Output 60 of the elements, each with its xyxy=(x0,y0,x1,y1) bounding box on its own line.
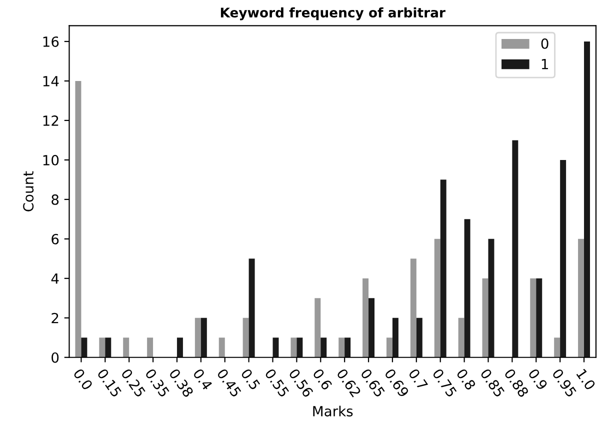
chart-title: Keyword frequency of arbitrar xyxy=(220,7,446,20)
x-tick-label: 0.7 xyxy=(408,368,428,390)
bar xyxy=(218,338,225,358)
x-tick-label: 0.8 xyxy=(456,368,476,391)
legend-label: 0 xyxy=(541,38,548,49)
bar xyxy=(194,318,201,358)
y-tick-label: 16 xyxy=(43,36,59,47)
y-tick-label: 14 xyxy=(43,76,59,86)
y-tick-label: 8 xyxy=(52,194,59,205)
bar xyxy=(512,140,518,358)
bar xyxy=(530,278,536,358)
bar xyxy=(482,278,488,358)
bar xyxy=(410,258,416,358)
bar xyxy=(536,278,542,358)
y-tick-label: 6 xyxy=(52,234,59,244)
bar xyxy=(386,338,392,358)
bar xyxy=(290,338,297,358)
x-tick-label: 0.4 xyxy=(192,368,213,391)
bar xyxy=(176,338,183,358)
bar xyxy=(344,338,351,358)
y-tick-label: 0 xyxy=(52,352,59,363)
bar xyxy=(440,180,446,358)
bar xyxy=(392,318,398,358)
bar xyxy=(362,278,369,358)
bar xyxy=(338,338,345,358)
bar xyxy=(368,298,375,358)
bar xyxy=(99,338,106,358)
bar xyxy=(272,338,279,358)
bar xyxy=(242,318,249,358)
bar xyxy=(416,318,422,358)
bar xyxy=(320,338,327,358)
x-tick-label: 0.0 xyxy=(72,368,94,391)
bar xyxy=(488,238,494,358)
bar xyxy=(248,258,255,358)
bar xyxy=(81,338,88,358)
bar xyxy=(147,338,154,358)
bar xyxy=(578,238,584,358)
bar xyxy=(554,338,560,358)
bar xyxy=(123,338,130,358)
bar xyxy=(458,318,464,358)
bar xyxy=(314,298,321,358)
y-tick-label: 12 xyxy=(43,115,58,126)
x-tick-label: 0.6 xyxy=(312,368,333,391)
x-tick-label: 1.0 xyxy=(576,368,596,391)
bar xyxy=(75,80,82,358)
y-tick-label: 2 xyxy=(52,312,58,324)
bar xyxy=(105,338,112,358)
x-axis-title: Marks xyxy=(313,406,353,416)
x-tick-label: 0.5 xyxy=(240,368,261,390)
bar xyxy=(434,238,440,358)
y-tick-label: 10 xyxy=(43,154,59,166)
y-tick-label: 4 xyxy=(51,274,59,284)
bar xyxy=(464,219,470,358)
bar xyxy=(560,160,566,358)
bar xyxy=(584,41,590,358)
bar xyxy=(200,318,207,358)
bar xyxy=(296,338,303,358)
y-axis-title: Count xyxy=(23,171,34,212)
x-tick-label: 0.9 xyxy=(528,368,548,391)
legend-label: 1 xyxy=(542,58,548,70)
